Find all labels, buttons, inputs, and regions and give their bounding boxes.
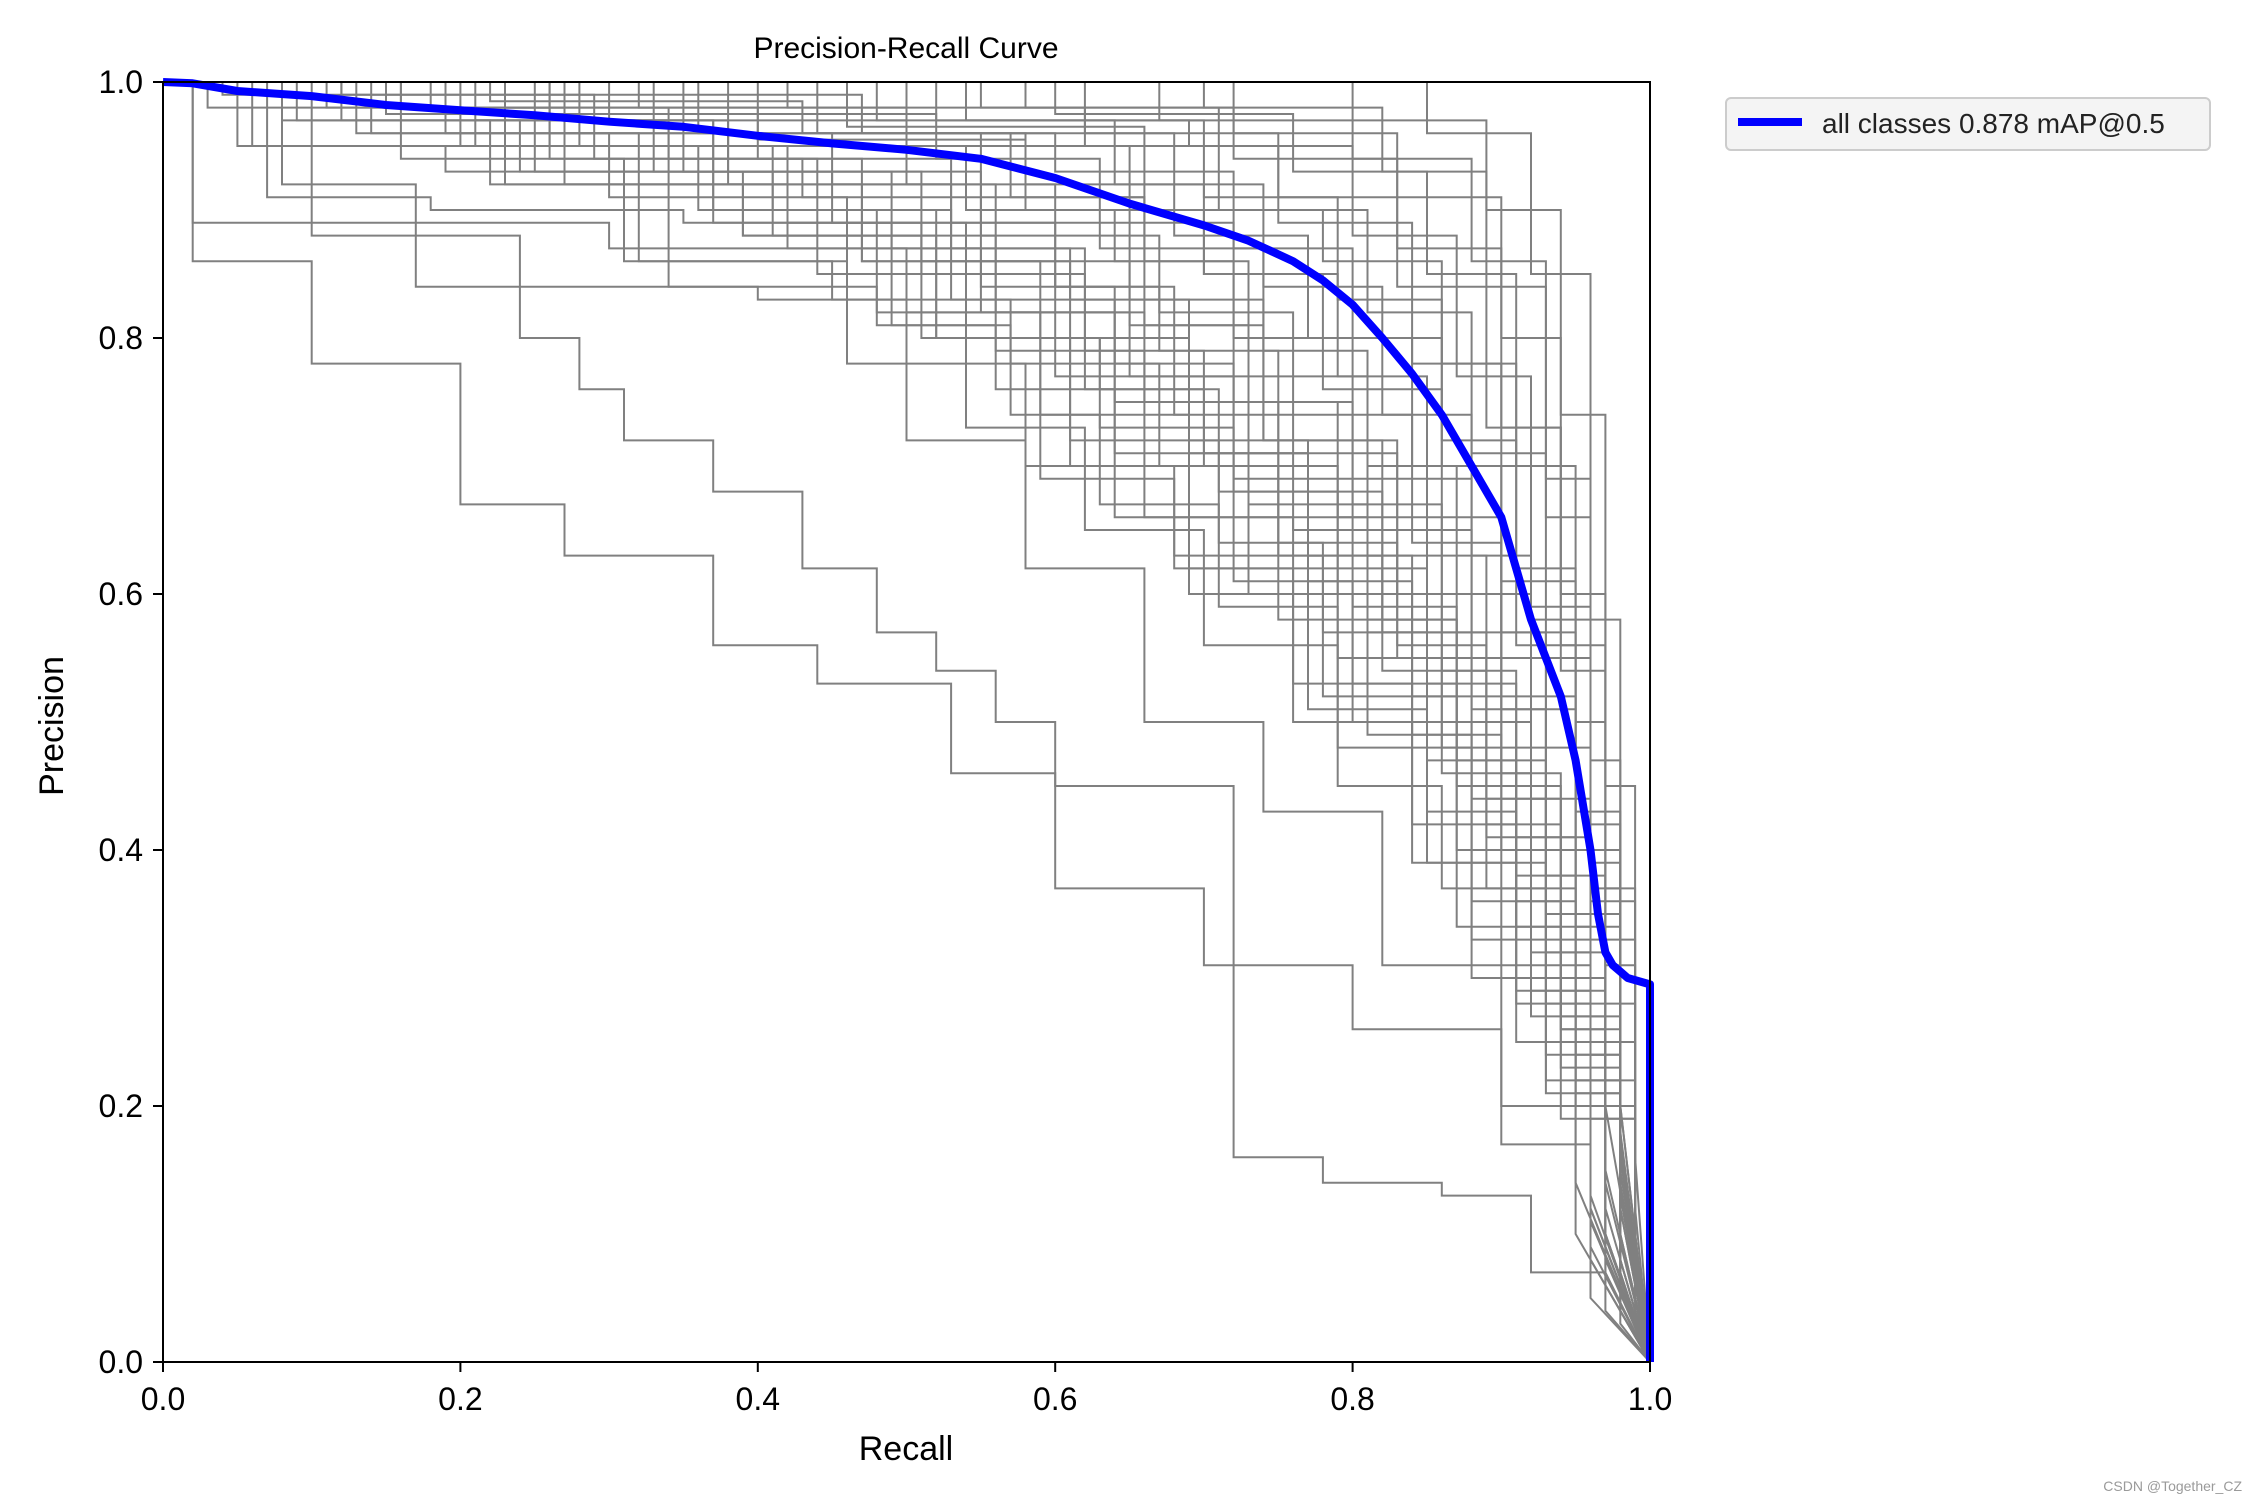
y-tick-label: 0.4	[99, 832, 143, 868]
plot-frame	[162, 81, 1651, 1363]
class-curve-47	[163, 81, 1651, 1363]
x-tick-label: 0.8	[1330, 1381, 1374, 1417]
class-curve-4	[163, 81, 1651, 1363]
class-curve-44	[163, 81, 1651, 1363]
class-curve-3	[163, 81, 1651, 1363]
class-curve-50	[163, 81, 1651, 1363]
class-curves-group	[163, 81, 1651, 1363]
legend-frame	[1725, 97, 2211, 151]
class-curve-36	[163, 81, 1651, 1363]
x-tick-label: 0.2	[438, 1381, 482, 1417]
legend: all classes 0.878 mAP@0.5	[1725, 97, 2211, 151]
class-curve-33	[163, 81, 1651, 1363]
watermark: CSDN @Together_CZ	[2103, 1478, 2242, 1494]
y-tick-label: 0.6	[99, 576, 143, 612]
chart-title: Precision-Recall Curve	[753, 32, 1058, 65]
y-tick-label: 0.2	[99, 1088, 143, 1124]
x-tick-label: 0.4	[736, 1381, 780, 1417]
class-curve-40	[163, 81, 1651, 1363]
legend-label: all classes 0.878 mAP@0.5	[1822, 108, 2165, 139]
y-axis-label: Precision	[33, 656, 71, 796]
y-tick-label: 1.0	[99, 64, 143, 100]
class-curve-49	[163, 81, 1651, 1363]
x-axis-ticks: 0.0 0.2 0.4 0.6 0.8 1.0	[141, 1362, 1672, 1417]
series-group	[162, 78, 1654, 1362]
class-curve-37	[163, 81, 1651, 1363]
y-tick-label: 0.8	[99, 320, 143, 356]
y-axis-ticks: 0.0 0.2 0.4 0.6 0.8 1.0	[99, 64, 163, 1380]
y-tick-label: 0.0	[99, 1344, 143, 1380]
x-tick-label: 0.6	[1033, 1381, 1077, 1417]
x-tick-label: 1.0	[1628, 1381, 1672, 1417]
x-tick-label: 0.0	[141, 1381, 185, 1417]
series-line-0	[162, 78, 1654, 1362]
x-axis-label: Recall	[859, 1430, 953, 1468]
